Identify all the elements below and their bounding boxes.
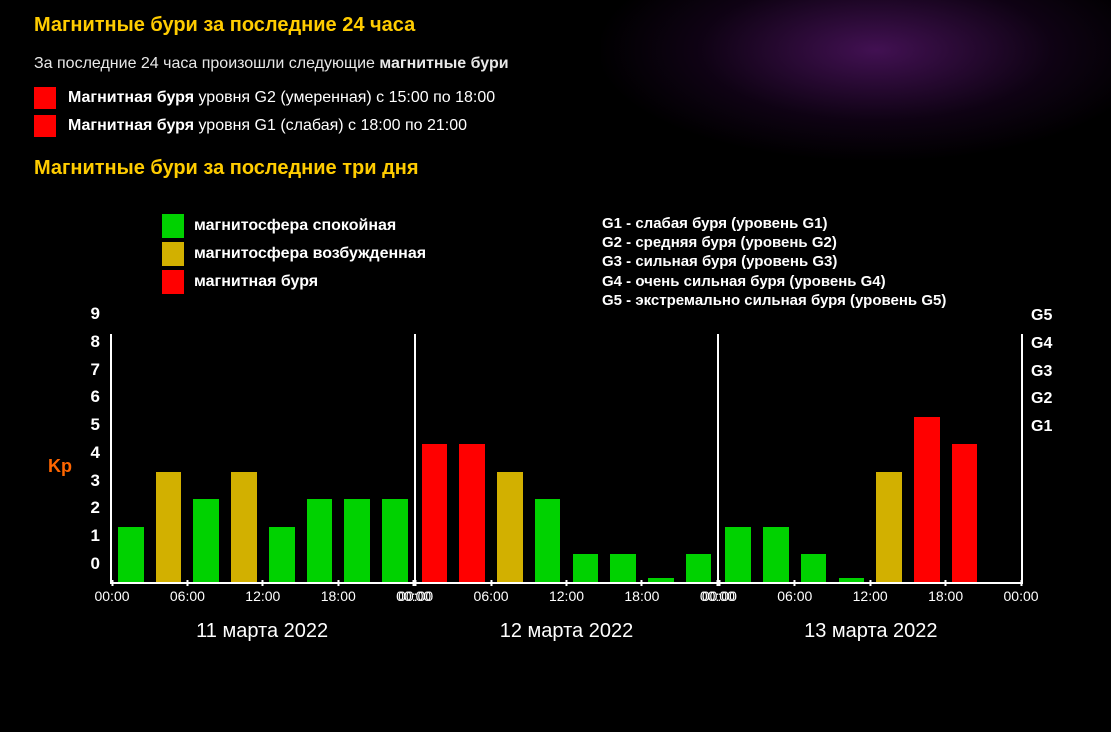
heading-24h: Магнитные бури за последние 24 часа [34, 14, 1077, 37]
x-tick: 06:00 [170, 586, 205, 604]
intro-bold: магнитные бури [379, 55, 508, 72]
kp-bar [193, 499, 219, 582]
kp-bar [763, 527, 789, 582]
main-content: Магнитные бури за последние 24 часа За п… [0, 0, 1111, 664]
day-panel: 00:0006:0012:0018:0000:00 [416, 334, 720, 582]
legend-color-key: магнитосфера спокойная магнитосфера возбу… [162, 214, 502, 310]
legend-g-scale: G1 - слабая буря (уровень G1)G2 - средня… [502, 214, 1069, 310]
chart-panel: магнитосфера спокойная магнитосфера возбу… [34, 198, 1077, 664]
day-panel: 00:0006:0012:0018:0000:00 [719, 334, 1021, 582]
x-tick: 18:00 [321, 586, 356, 604]
g-tick: G4 [1031, 335, 1052, 353]
legend-label: магнитосфера спокойная [194, 217, 396, 235]
intro-line: За последние 24 часа произошли следующие… [34, 55, 1077, 73]
storm-event: Магнитная буря уровня G1 (слабая) с 18:0… [34, 115, 1077, 137]
y-tick: 8 [91, 332, 100, 352]
x-tick: 00:00 [398, 586, 433, 604]
kp-bar [307, 499, 333, 582]
legend-item: магнитосфера спокойная [162, 214, 502, 238]
x-ticks: 00:0006:0012:0018:0000:00 [112, 586, 414, 606]
heading-3d: Магнитные бури за последние три дня [34, 157, 1077, 180]
legend-area: магнитосфера спокойная магнитосфера возбу… [42, 206, 1069, 318]
legend-swatch [162, 270, 184, 294]
severity-swatch [34, 115, 56, 137]
y-tick: 5 [91, 415, 100, 435]
kp-bar [231, 472, 257, 582]
legend-label: магнитная буря [194, 273, 318, 291]
kp-bar [952, 444, 978, 582]
legend-item: магнитная буря [162, 270, 502, 294]
day-label: 13 марта 2022 [719, 614, 1023, 648]
kp-bar [839, 578, 865, 582]
y-tick: 1 [91, 526, 100, 546]
g-scale-line: G3 - сильная буря (уровень G3) [602, 252, 1069, 271]
x-tick: 00:00 [94, 586, 129, 604]
event-text: Магнитная буря уровня G1 (слабая) с 18:0… [68, 117, 467, 135]
day-label-row: 11 марта 202212 марта 202213 марта 2022 [110, 614, 1023, 648]
kp-bar [876, 472, 902, 582]
y-tick: 6 [91, 387, 100, 407]
x-tick: 06:00 [474, 586, 509, 604]
kp-bar [914, 417, 940, 582]
kp-bar [497, 472, 523, 582]
kp-bar [269, 527, 295, 582]
y-tick: 7 [91, 360, 100, 380]
legend-label: магнитосфера возбужденная [194, 245, 426, 263]
g-scale-line: G5 - экстремально сильная буря (уровень … [602, 291, 1069, 310]
g-tick: G1 [1031, 418, 1052, 436]
x-tick: 12:00 [853, 586, 888, 604]
kp-bar [118, 527, 144, 582]
kp-bar [344, 499, 370, 582]
y-axis: 0123456789 [76, 334, 106, 584]
y-tick: 2 [91, 498, 100, 518]
kp-bar [382, 499, 408, 582]
x-ticks: 00:0006:0012:0018:0000:00 [719, 586, 1021, 606]
kp-bar [459, 444, 485, 582]
x-tick: 00:00 [1003, 586, 1038, 604]
x-tick: 18:00 [624, 586, 659, 604]
intro-prefix: За последние 24 часа произошли следующие [34, 55, 379, 72]
g-scale-line: G2 - средняя буря (уровень G2) [602, 233, 1069, 252]
plot-area: Kp 0123456789 G1G2G3G4G5 00:0006:0012:00… [42, 324, 1069, 654]
day-panel: 00:0006:0012:0018:0000:00 [112, 334, 416, 582]
kp-bar [801, 554, 827, 582]
kp-bar [535, 499, 561, 582]
x-tick: 12:00 [245, 586, 280, 604]
kp-bar [422, 444, 448, 582]
g-scale-line: G1 - слабая буря (уровень G1) [602, 214, 1069, 233]
y-tick: 4 [91, 443, 100, 463]
g-scale-line: G4 - очень сильная буря (уровень G4) [602, 272, 1069, 291]
y-tick: 0 [91, 554, 100, 574]
kp-bar [610, 554, 636, 582]
kp-bar [686, 554, 712, 582]
storm-event-list: Магнитная буря уровня G2 (умеренная) с 1… [34, 87, 1077, 137]
y-tick: 3 [91, 471, 100, 491]
kp-bar [725, 527, 751, 582]
legend-item: магнитосфера возбужденная [162, 242, 502, 266]
x-tick: 18:00 [928, 586, 963, 604]
x-tick: 12:00 [549, 586, 584, 604]
legend-swatch [162, 214, 184, 238]
day-label: 12 марта 2022 [414, 614, 718, 648]
x-tick: 00:00 [702, 586, 737, 604]
y-tick: 9 [91, 304, 100, 324]
g-tick: G5 [1031, 307, 1052, 325]
kp-bar [573, 554, 599, 582]
kp-axis-label: Kp [48, 456, 72, 477]
g-tick: G2 [1031, 390, 1052, 408]
storm-event: Магнитная буря уровня G2 (умеренная) с 1… [34, 87, 1077, 109]
x-tick: 06:00 [777, 586, 812, 604]
bar-plot: 00:0006:0012:0018:0000:0000:0006:0012:00… [110, 334, 1023, 584]
g-tick: G3 [1031, 363, 1052, 381]
x-ticks: 00:0006:0012:0018:0000:00 [416, 586, 718, 606]
severity-swatch [34, 87, 56, 109]
legend-swatch [162, 242, 184, 266]
kp-bar [156, 472, 182, 582]
event-text: Магнитная буря уровня G2 (умеренная) с 1… [68, 89, 495, 107]
kp-bar [648, 578, 674, 582]
right-axis: G1G2G3G4G5 [1027, 334, 1063, 584]
day-label: 11 марта 2022 [110, 614, 414, 648]
